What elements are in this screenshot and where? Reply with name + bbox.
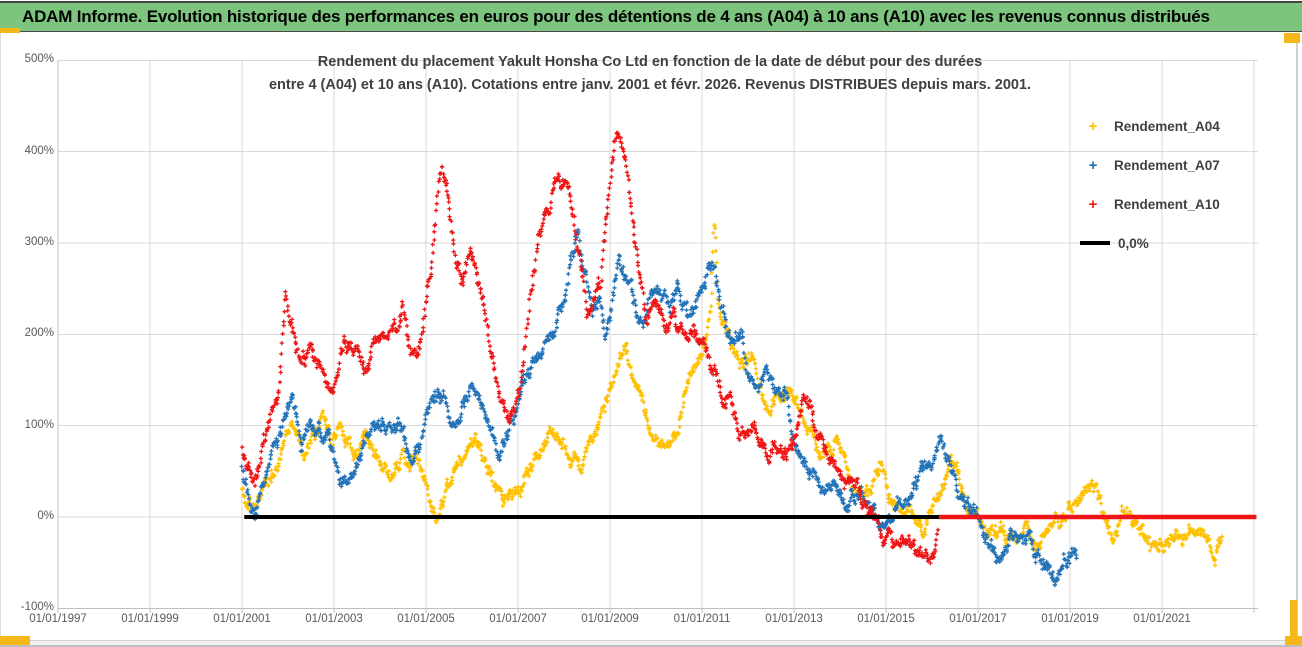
x-tick-label: 01/01/2019 [1041,613,1099,625]
chart-title: Rendement du placement Yakult Honsha Co … [150,51,1150,96]
y-tick-label: 300% [24,236,54,248]
x-tick-label: 01/01/1997 [29,613,87,625]
x-tick-label: 01/01/2009 [581,613,639,625]
chart-title-line2: entre 4 (A04) et 10 ans (A10). Cotations… [268,76,1032,93]
header-title: ADAM Informe. Evolution historique des p… [22,7,1210,26]
x-tick-label: 01/01/2021 [1133,613,1191,625]
gold-accent-bottom-right [1285,636,1302,645]
gold-accent-right-edge [1290,600,1297,644]
legend-label: Rendement_A10 [1114,196,1220,212]
chart-border-right [1296,33,1298,647]
legend-item-rendement-a10[interactable]: + Rendement_A10 [1080,190,1285,218]
legend-item-rendement-a04[interactable]: + Rendement_A04 [1080,112,1285,140]
x-tick-label: 01/01/2005 [397,613,455,625]
y-tick-label: -100% [20,601,54,614]
plus-marker-icon: + [1088,117,1098,135]
chart-border-left [0,33,1,647]
y-tick-label: 500% [24,53,54,66]
x-tick-label: 01/01/1999 [121,613,179,625]
bottom-border [0,645,1302,647]
header-bar: ADAM Informe. Evolution historique des p… [0,1,1302,32]
legend-item-rendement-a07[interactable]: + Rendement_A07 [1080,151,1285,179]
x-tick-label: 01/01/2007 [489,613,547,625]
plus-marker-icon: + [1088,195,1098,213]
x-tick-label: 01/01/2013 [765,613,823,625]
gold-accent-top-left [0,28,20,33]
legend-item-zero-line[interactable]: 0,0% [1080,229,1285,257]
gold-accent-top-right [1284,33,1300,43]
line-swatch-icon [1080,241,1110,245]
gold-accent-bottom-left [0,636,30,645]
legend-label: 0,0% [1118,235,1149,251]
legend-label: Rendement_A04 [1114,118,1220,134]
x-tick-label: 01/01/2003 [305,613,363,625]
chart-legend: + Rendement_A04 + Rendement_A07 + Rendem… [1080,112,1285,257]
y-tick-label: 100% [24,418,54,431]
y-tick-label: 200% [24,327,54,340]
y-tick-label: 400% [24,144,54,157]
x-tick-label: 01/01/2011 [673,613,731,625]
legend-label: Rendement_A07 [1114,157,1220,173]
y-tick-label: 0% [37,510,54,522]
plus-marker-icon: + [1088,156,1098,174]
chart-area[interactable] [0,33,1302,647]
x-tick-label: 01/01/2001 [213,613,271,625]
bottom-strip [0,640,1302,647]
x-tick-label: 01/01/2015 [857,613,915,625]
x-tick-label: 01/01/2017 [949,613,1007,625]
chart-title-line1: Rendement du placement Yakult Honsha Co … [317,54,983,70]
